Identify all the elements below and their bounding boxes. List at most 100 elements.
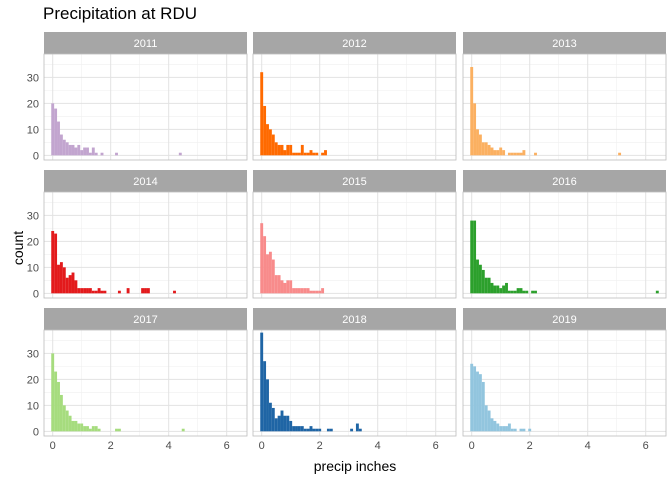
panel-border	[252, 191, 457, 299]
histogram-bar	[94, 152, 98, 156]
histogram-bar	[505, 282, 508, 294]
facet-strip	[44, 170, 247, 192]
panel-background	[463, 330, 666, 436]
facet-strip	[463, 32, 666, 54]
histogram-bar	[141, 288, 145, 294]
histogram-bar	[263, 361, 267, 432]
facet-strip	[253, 170, 456, 192]
panel-background	[44, 330, 247, 436]
histogram-bar	[516, 152, 520, 156]
histogram-bar	[271, 407, 275, 432]
x-tick-label: 6	[643, 440, 649, 452]
histogram-bar	[103, 290, 107, 294]
histogram-bar	[62, 405, 66, 432]
histogram-bar	[312, 290, 316, 294]
x-tick-label: 6	[224, 440, 230, 452]
histogram-bar	[59, 394, 63, 432]
histogram-bar	[522, 290, 526, 294]
histogram-bar	[487, 410, 491, 432]
histogram-bar	[295, 288, 298, 294]
histogram-bar	[277, 144, 281, 156]
histogram-bar	[274, 418, 278, 432]
facet-strip-label: 2013	[552, 38, 576, 50]
histogram-bar	[350, 428, 354, 432]
histogram-bar	[481, 269, 485, 294]
histogram-bar	[473, 366, 477, 432]
histogram-bar	[280, 410, 284, 432]
panel-border	[252, 329, 457, 437]
histogram-bar	[292, 152, 296, 156]
histogram-bar	[502, 426, 506, 432]
histogram-bar	[268, 129, 272, 156]
panel-border	[462, 53, 667, 161]
histogram-bar	[499, 288, 503, 294]
histogram-bar	[274, 142, 278, 156]
histogram-bar	[91, 290, 95, 294]
histogram-bar	[318, 290, 322, 294]
histogram-bar	[358, 428, 362, 432]
y-tick-label: 30	[27, 210, 39, 222]
histogram-bar	[476, 371, 479, 432]
histogram-bar	[68, 415, 72, 432]
histogram-bar	[286, 144, 290, 156]
x-tick-label: 2	[108, 440, 114, 452]
histogram-bar	[655, 290, 659, 294]
histogram-bar	[274, 275, 278, 294]
histogram-bar	[326, 428, 330, 432]
histogram-bar	[277, 415, 281, 432]
facet-strip-label: 2012	[342, 38, 366, 50]
histogram-bar	[178, 152, 182, 156]
facet-strip	[463, 170, 666, 192]
histogram-bar	[510, 152, 514, 156]
histogram-bar	[51, 230, 55, 294]
histogram-bar	[484, 405, 488, 432]
histogram-bar	[74, 147, 78, 156]
facet-strip	[253, 308, 456, 330]
histogram-bar	[271, 134, 275, 156]
histogram-bar	[478, 264, 482, 294]
y-tick-label: 0	[33, 288, 39, 300]
histogram-bar	[88, 288, 92, 294]
histogram-bar	[71, 420, 75, 432]
y-axis-label: count	[10, 230, 26, 266]
facet-strip	[463, 308, 666, 330]
histogram-bar	[54, 371, 58, 432]
histogram-bar	[91, 147, 95, 156]
histogram-bar	[292, 426, 296, 432]
histogram-bar	[519, 428, 523, 432]
y-tick-label: 0	[33, 150, 39, 162]
panel-background	[463, 192, 666, 298]
histogram-bar	[478, 134, 482, 156]
histogram-bar	[534, 290, 537, 294]
histogram-bar	[534, 152, 537, 156]
histogram-bar	[86, 426, 89, 432]
histogram-bar	[502, 285, 506, 294]
histogram-bar	[266, 379, 269, 432]
histogram-bar	[300, 144, 304, 156]
histogram-bar	[513, 152, 517, 156]
histogram-bar	[329, 428, 333, 432]
histogram-bar	[74, 280, 78, 294]
x-tick-label: 0	[259, 440, 265, 452]
panel-background	[463, 54, 666, 160]
histogram-bar	[303, 428, 307, 432]
histogram-bar	[283, 282, 287, 294]
histogram-bar	[300, 426, 304, 432]
histogram-bar	[286, 415, 290, 432]
histogram-bar	[528, 428, 532, 432]
panel-border	[43, 329, 248, 437]
histogram-bar	[476, 259, 479, 294]
histogram-bar	[260, 332, 264, 432]
chart-title: Precipitation at RDU	[43, 4, 198, 23]
histogram-bar	[117, 428, 121, 432]
histogram-bar	[83, 147, 87, 156]
x-tick-label: 6	[433, 440, 439, 452]
histogram-bar	[493, 285, 497, 294]
histogram-bar	[260, 223, 264, 294]
histogram-bar	[266, 254, 269, 294]
histogram-bar	[496, 423, 500, 432]
histogram-bar	[94, 290, 98, 294]
y-tick-label: 10	[27, 400, 39, 412]
